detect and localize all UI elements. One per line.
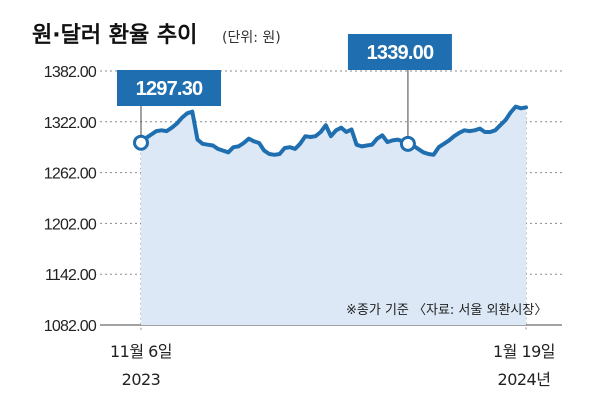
callout-point-marker <box>133 134 149 151</box>
y-axis-ticks: 1382.00 1322.00 1262.00 1202.00 1142.00 1082.… <box>44 64 98 335</box>
series-line <box>139 104 528 157</box>
y-tick-label: 1082.00 <box>44 318 97 335</box>
callout-box <box>347 34 452 70</box>
callout-box <box>117 70 221 106</box>
x-label-end-year: 2024년 <box>498 370 551 389</box>
unit-note: (단위: 원) <box>222 30 281 46</box>
callout-label: 1297.30 <box>136 78 203 100</box>
chart-title: 원·달러 환율 추이 <box>32 23 197 48</box>
y-tick-label: 1142.00 <box>45 267 97 284</box>
callout-label: 1339.00 <box>367 42 434 64</box>
x-label-start-year: 2023 <box>122 370 161 389</box>
x-axis-labels: 11월 6일 2023 1월 19일 2024년 <box>110 342 556 389</box>
y-tick-label: 1202.00 <box>44 216 97 233</box>
y-tick-label: 1382.00 <box>44 64 97 81</box>
y-tick-label: 1262.00 <box>44 166 97 183</box>
source-note: ※종가 기준 〈자료: 서울 외환시장〉 <box>346 303 547 318</box>
line-layer <box>139 104 528 157</box>
callout-point-marker <box>399 135 416 152</box>
series-area <box>141 106 526 325</box>
x-label-start-date: 11월 6일 <box>110 342 172 361</box>
y-tick-label: 1322.00 <box>44 115 97 132</box>
callout-layer: 1297.30 1339.00 <box>117 34 452 137</box>
marker-layer <box>133 134 416 152</box>
x-label-end-date: 1월 19일 <box>493 342 555 361</box>
area-layer <box>141 106 526 325</box>
